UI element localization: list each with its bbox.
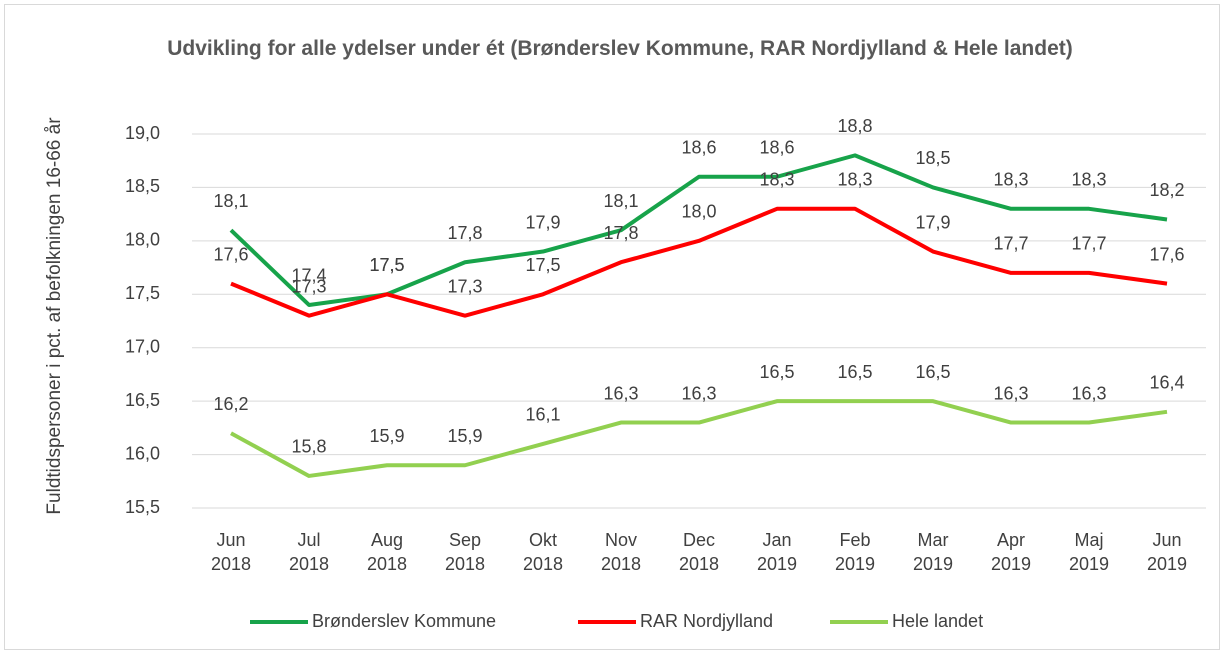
y-tick-label: 19,0 <box>125 123 160 143</box>
y-tick-label: 17,0 <box>125 336 160 356</box>
data-label: 18,6 <box>681 137 716 157</box>
data-label: 16,2 <box>213 394 248 414</box>
data-label: 18,5 <box>915 148 950 168</box>
data-label: 17,5 <box>525 255 560 275</box>
data-label: 17,8 <box>603 223 638 243</box>
data-label: 17,6 <box>1149 244 1184 264</box>
data-label: 18,3 <box>1071 170 1106 190</box>
y-tick-label: 15,5 <box>125 497 160 517</box>
data-label: 16,5 <box>915 362 950 382</box>
data-label: 17,9 <box>915 212 950 232</box>
x-tick-label: Maj 2019 <box>1068 530 1110 574</box>
legend-label: Hele landet <box>892 611 983 631</box>
data-label: 17,5 <box>369 255 404 275</box>
data-label: 18,1 <box>213 191 248 211</box>
data-label: 16,5 <box>837 362 872 382</box>
data-label: 18,2 <box>1149 180 1184 200</box>
x-tick-label: Nov 2018 <box>600 530 642 574</box>
data-label: 16,3 <box>603 383 638 403</box>
data-label: 17,8 <box>447 223 482 243</box>
data-label: 18,8 <box>837 116 872 136</box>
x-tick-label: Jun 2018 <box>210 530 252 574</box>
data-label: 18,3 <box>837 170 872 190</box>
data-label: 16,3 <box>993 383 1028 403</box>
data-label: 18,6 <box>759 137 794 157</box>
x-tick-label: Jan 2019 <box>756 530 798 574</box>
data-label: 17,5 <box>369 255 404 275</box>
data-label: 17,7 <box>1071 234 1106 254</box>
x-tick-label: Feb 2019 <box>834 530 876 574</box>
series-line <box>230 399 1168 478</box>
y-tick-label: 18,0 <box>125 230 160 250</box>
y-tick-label: 17,5 <box>125 283 160 303</box>
x-tick-label: Apr 2019 <box>990 530 1032 574</box>
y-tick-label: 18,5 <box>125 176 160 196</box>
data-label: 17,6 <box>213 244 248 264</box>
x-tick-label: Dec 2018 <box>678 530 720 574</box>
data-label: 17,7 <box>993 234 1028 254</box>
chart-border <box>4 4 1220 650</box>
title-box: Udvikling for alle ydelser under ét (Brø… <box>167 37 1073 60</box>
x-tick-label: Jul 2018 <box>288 530 330 574</box>
data-label: 16,3 <box>1071 383 1106 403</box>
legend-label: RAR Nordjylland <box>640 611 773 631</box>
x-tick-label: Sep 2018 <box>444 530 486 574</box>
data-label: 16,1 <box>525 405 560 425</box>
legend-label: Brønderslev Kommune <box>312 611 496 631</box>
x-tick-label: Okt 2018 <box>522 530 564 574</box>
data-label: 18,0 <box>681 202 716 222</box>
data-label: 16,5 <box>759 362 794 382</box>
data-label: 15,9 <box>447 426 482 446</box>
y-tick-label: 16,0 <box>125 443 160 463</box>
x-tick-label: Aug 2018 <box>366 530 408 574</box>
x-tick-label: Mar 2019 <box>912 530 954 574</box>
data-label: 17,9 <box>525 212 560 232</box>
data-label: 17,3 <box>447 276 482 296</box>
data-label: 18,3 <box>759 170 794 190</box>
data-label: 17,4 <box>291 266 326 286</box>
data-label: 15,8 <box>291 437 326 457</box>
data-label: 17,3 <box>291 276 326 296</box>
data-label: 16,3 <box>681 383 716 403</box>
y-axis-label: Fuldtidspersoner i pct. af befolkningen … <box>44 117 65 515</box>
series-line <box>230 206 1168 318</box>
data-label: 18,3 <box>993 170 1028 190</box>
y-tick-label: 16,5 <box>125 390 160 410</box>
chart-title: Udvikling for alle ydelser under ét (Brø… <box>167 37 1073 60</box>
x-tick-label: Jun 2019 <box>1146 530 1188 574</box>
data-label: 15,9 <box>369 426 404 446</box>
data-label: 18,1 <box>603 191 638 211</box>
data-label: 16,4 <box>1149 373 1184 393</box>
